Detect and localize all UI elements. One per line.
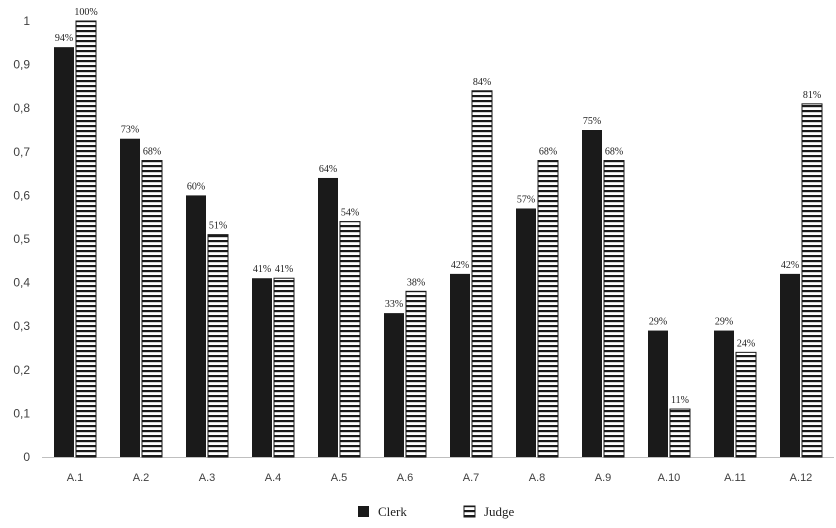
x-tick-label: A.5 — [331, 472, 348, 484]
data-label-judge: 68% — [605, 147, 623, 158]
y-tick-label: 0,7 — [13, 145, 30, 159]
data-label-clerk: 42% — [781, 260, 799, 271]
bar-clerk — [714, 330, 734, 457]
data-label-clerk: 94% — [55, 33, 73, 44]
bar-judge — [603, 160, 625, 458]
x-tick-label: A.1 — [67, 472, 84, 484]
y-tick-label: 0,6 — [13, 188, 30, 202]
data-label-clerk: 57% — [517, 194, 535, 205]
x-tick-label: A.9 — [595, 472, 612, 484]
legend-label-judge: Judge — [484, 504, 515, 519]
legend-label-clerk: Clerk — [378, 504, 407, 519]
data-label-judge: 51% — [209, 221, 227, 232]
y-tick-label: 0,8 — [13, 101, 30, 115]
x-tick-label: A.2 — [133, 472, 150, 484]
data-label-judge: 68% — [143, 147, 161, 158]
bar-judge — [537, 160, 559, 458]
bar-judge — [141, 160, 163, 458]
x-axis: A.1 A.2 A.3 A.4 A.5 A.6 A.7 A.8 A.9 A.10 A.11 A.12 — [42, 457, 834, 484]
bar-clerk — [384, 313, 404, 457]
legend-swatch-clerk — [358, 506, 369, 517]
bar-judge — [669, 408, 691, 458]
data-label-judge: 84% — [473, 77, 491, 88]
x-tick-label: A.6 — [397, 472, 414, 484]
y-tick-label: 0,1 — [13, 406, 30, 420]
data-label-clerk: 29% — [649, 317, 667, 328]
data-label-clerk: 33% — [385, 299, 403, 310]
data-label-judge: 100% — [74, 7, 97, 18]
bar-judge — [75, 20, 97, 458]
y-tick-label: 0,5 — [13, 232, 30, 246]
data-label-judge: 24% — [737, 338, 755, 349]
x-tick-label: A.4 — [265, 472, 282, 484]
bar-clerk — [582, 130, 602, 457]
bar-judge — [801, 103, 823, 458]
bar-clerk — [54, 47, 74, 457]
data-label-judge: 54% — [341, 208, 359, 219]
data-label-clerk: 42% — [451, 260, 469, 271]
bar-judge — [207, 234, 229, 458]
x-tick-label: A.3 — [199, 472, 216, 484]
data-label-judge: 11% — [671, 395, 689, 406]
y-tick-label: 0,3 — [13, 319, 30, 333]
bar-judge — [471, 90, 493, 458]
bar-judge — [339, 221, 361, 458]
bar-judge — [405, 290, 427, 458]
y-tick-label: 1 — [23, 14, 30, 28]
bars-group — [54, 20, 823, 458]
legend: Clerk Judge — [358, 504, 515, 519]
bar-clerk — [780, 273, 800, 457]
bar-clerk — [120, 138, 140, 457]
data-label-clerk: 64% — [319, 164, 337, 175]
data-label-clerk: 60% — [187, 181, 205, 192]
bar-clerk — [318, 177, 338, 457]
y-tick-label: 0,4 — [13, 276, 30, 290]
bar-clerk — [516, 208, 536, 457]
y-axis: 0 0,1 0,2 0,3 0,4 0,5 0,6 0,7 0,8 0,9 1 — [13, 14, 30, 464]
bar-clerk — [186, 195, 206, 457]
y-tick-label: 0 — [23, 450, 30, 464]
data-label-clerk: 73% — [121, 125, 139, 136]
y-tick-label: 0,9 — [13, 58, 30, 72]
data-label-clerk: 41% — [253, 264, 271, 275]
legend-swatch-judge — [463, 505, 476, 518]
bar-clerk — [648, 330, 668, 457]
data-label-judge: 38% — [407, 277, 425, 288]
x-tick-label: A.7 — [463, 472, 480, 484]
y-tick-label: 0,2 — [13, 363, 30, 377]
x-tick-label: A.11 — [724, 472, 746, 484]
x-tick-label: A.10 — [658, 472, 681, 484]
bar-clerk — [450, 273, 470, 457]
data-labels-group: 94% 73% 60% 41% 64% 33% 42% 57% 75% 29% 29% 42% 100%… — [55, 7, 821, 406]
data-label-clerk: 29% — [715, 317, 733, 328]
bar-judge — [273, 277, 295, 458]
data-label-judge: 81% — [803, 90, 821, 101]
x-tick-label: A.8 — [529, 472, 546, 484]
data-label-clerk: 75% — [583, 116, 601, 127]
bar-judge — [735, 351, 757, 458]
data-label-judge: 68% — [539, 147, 557, 158]
x-tick-label: A.12 — [790, 472, 813, 484]
data-label-judge: 41% — [275, 264, 293, 275]
bar-clerk — [252, 278, 272, 457]
